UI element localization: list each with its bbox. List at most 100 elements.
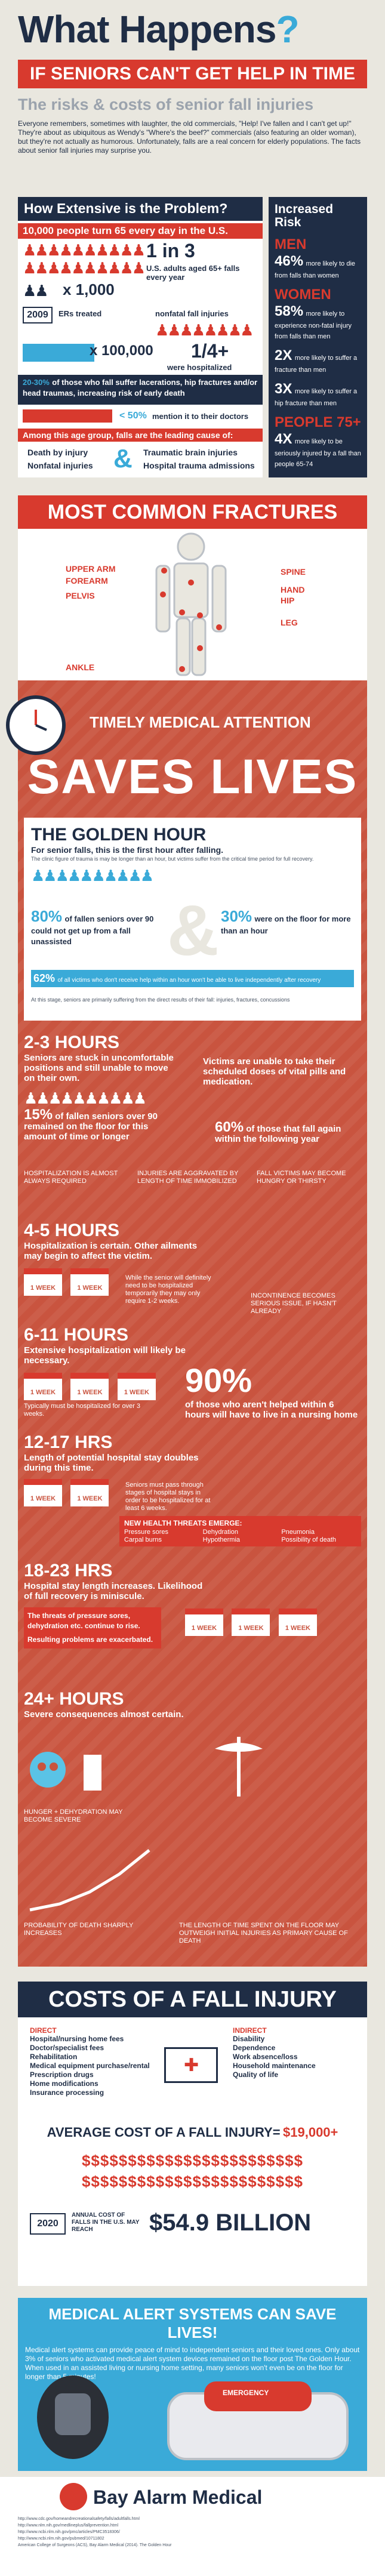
risk-panel: Increased Risk MEN 46% more likely to di… — [269, 197, 367, 477]
skull-icon — [30, 1752, 101, 1791]
clock-icon — [6, 695, 66, 755]
threat-item: Pneumonia — [281, 1529, 315, 1536]
nonfatal-label: nonfatal fall injuries — [155, 309, 229, 318]
week-card: 1 WEEK — [24, 1268, 62, 1296]
direct-item: Insurance processing — [30, 2088, 104, 2097]
stat-value: 90% — [185, 1361, 252, 1399]
caption-1: HOSPITALIZATION IS ALMOST ALWAYS REQUIRE… — [24, 1170, 118, 1185]
week-card: 1 WEEK — [24, 1373, 62, 1400]
skeleton-figure-icon — [155, 532, 227, 676]
hours-2-3: 2-3 HOURS Seniors are stuck in uncomfort… — [24, 1033, 361, 1212]
threats-box: NEW HEALTH THREATS EMERGE: Pressure sore… — [119, 1516, 361, 1546]
hours-text: Hospitalization is certain. Other ailmen… — [24, 1241, 198, 1261]
label-leg: LEG — [281, 618, 298, 627]
risk-label: WOMEN — [275, 286, 331, 303]
cause-4: Hospital trauma admissions — [143, 461, 255, 470]
daily-stat: 10,000 people turn 65 every day in the U… — [18, 223, 263, 239]
hours-text: Severe consequences almost certain. — [24, 1709, 184, 1720]
label-ankle: ANKLE — [66, 663, 95, 672]
hours-note: While the senior will definitely need to… — [125, 1274, 211, 1305]
hours-text: Extensive hospitalization will likely be… — [24, 1345, 186, 1366]
indirect-item: Dependence — [233, 2044, 276, 2052]
risk-text: more likely to suffer a fracture than me… — [275, 355, 358, 374]
direct-item: Doctor/specialist fees — [30, 2044, 104, 2052]
avg-value: $19,000+ — [283, 2125, 338, 2140]
people-row-icon: ♟♟♟♟♟♟♟♟♟♟ — [31, 867, 154, 885]
extent-panel: How Extensive is the Problem? 10,000 peo… — [18, 197, 263, 477]
week-cards: 1 WEEK 1 WEEK 1 WEEK — [24, 1373, 361, 1400]
alert-devices-icon — [37, 2375, 349, 2460]
header: What Happens? IF SENIORS CAN'T GET HELP … — [0, 0, 385, 174]
alert-heading: MEDICAL ALERT SYSTEMS CAN SAVE LIVES! — [48, 2305, 337, 2341]
er-row: ♟♟ x 1,000 — [18, 281, 263, 304]
note-1: The threats of pressure sores, dehydrati… — [27, 1611, 140, 1630]
risk-men: MEN 46% more likely to die from falls th… — [275, 236, 361, 281]
threat-item: Carpal burns — [124, 1536, 162, 1543]
title-text: What Happens — [18, 8, 276, 51]
direct-item: Hospital/nursing home fees — [30, 2035, 124, 2043]
stat-text: of those that fall again within the foll… — [215, 1124, 341, 1144]
people-row-icon: ♟♟♟♟♟♟♟♟♟♟ — [24, 1089, 147, 1107]
source-link[interactable]: American College of Surgeons (ACS), Bay … — [18, 2543, 172, 2547]
ambulance-icon: ✚ — [164, 2047, 218, 2083]
subtitle: IF SENIORS CAN'T GET HELP IN TIME — [18, 60, 367, 88]
er-label: ERs treated — [58, 309, 102, 318]
dollar-row: $$$$$$$$$$$$$$$$$$$$$$$$ — [81, 2173, 304, 2190]
golden-stat-1: 80% of fallen seniors over 90 could not … — [31, 907, 168, 947]
stat-value: 30% — [221, 907, 252, 925]
hours-side-text: Victims are unable to take their schedul… — [203, 1056, 346, 1087]
cause-1: Death by injury — [27, 448, 88, 457]
caption-hunger: HUNGER + DEHYDRATION MAY BECOME SEVERE — [24, 1808, 123, 1823]
cause-2: Nonfatal injuries — [27, 461, 93, 470]
stat-value: 15% — [24, 1107, 53, 1123]
indirect-column: INDIRECT Disability Dependence Work abse… — [233, 2026, 352, 2079]
threat-item: Hypothermia — [202, 1536, 241, 1543]
people-grid-icon: ♟♟♟♟♟♟♟♟♟♟ ♟♟♟♟♟♟♟♟♟♟ — [23, 241, 146, 277]
less-half: < 50% — [119, 411, 147, 421]
label-hip: HIP — [281, 596, 295, 605]
risk-text: more likely to experience non-fatal inju… — [275, 310, 352, 340]
hours-title: 18-23 HRS — [24, 1561, 113, 1580]
stat-value: 80% — [31, 907, 63, 925]
red-bar — [23, 409, 112, 423]
saves-lives: SAVES LIVES — [27, 750, 358, 804]
week-card: 1 WEEK — [117, 1373, 156, 1400]
week-card: 1 WEEK — [70, 1268, 109, 1296]
risk-pct: 46% — [275, 253, 304, 269]
question-mark: ? — [276, 8, 299, 51]
one-in-three: 1 in 3 — [146, 240, 195, 261]
stat-text: were on the floor for more than an hour — [221, 914, 351, 935]
week-card: 1 WEEK — [70, 1373, 109, 1400]
source-link[interactable]: http://www.ncbi.nlm.nih.gov/pmc/articles… — [18, 2530, 120, 2534]
alert-text: Medical alert systems can provide peace … — [25, 2346, 360, 2381]
one-in-three-text: U.S. adults aged 65+ falls every year — [146, 264, 240, 282]
caption-floor: THE LENGTH OF TIME SPENT ON THE FLOOR MA… — [179, 1922, 348, 1945]
hours-text: Hospital stay length increases. Likeliho… — [24, 1581, 203, 1601]
source-link[interactable]: http://www.nlm.nih.gov/medlineplus/fallp… — [18, 2523, 119, 2528]
hours-text: Seniors are stuck in uncomfortable posit… — [24, 1053, 174, 1083]
week-cards: 1 WEEK 1 WEEK — [24, 1479, 361, 1506]
golden-sub: For senior falls, this is the first hour… — [31, 845, 224, 855]
golden-note: The clinic figure of trauma is may be lo… — [31, 856, 314, 862]
risk-text: more likely to die from falls than women — [275, 260, 356, 279]
indirect-item: Household maintenance — [233, 2062, 316, 2070]
direct-item: Prescription drugs — [30, 2070, 94, 2079]
source-link[interactable]: http://www.cdc.gov/homeandrecreationalsa… — [18, 2517, 140, 2521]
source-link[interactable]: http://www.ncbi.nlm.nih.gov/pubmed/10711… — [18, 2537, 104, 2541]
risk-pct: 2X — [275, 347, 292, 363]
threat-item: Possibility of death — [281, 1536, 337, 1543]
tagline: The risks & costs of senior fall injurie… — [18, 95, 314, 113]
risk-pct: 4X — [275, 431, 292, 447]
week-card: 1 WEEK — [70, 1479, 109, 1506]
threat-notes: The threats of pressure sores, dehydrati… — [24, 1607, 161, 1648]
week-cards: 1 WEEK 1 WEEK — [24, 1268, 361, 1296]
hours-text: Length of potential hospital stay double… — [24, 1453, 199, 1473]
quarter-stat: 1/4+ — [191, 340, 229, 362]
week-card: 1 WEEK — [24, 1479, 62, 1506]
leading-cause: Among this age group, falls are the lead… — [18, 429, 263, 442]
label-hand: HAND — [281, 585, 305, 594]
caption-3: FALL VICTIMS MAY BECOME HUNGRY OR THIRST… — [257, 1170, 346, 1185]
hours-title: 6-11 HOURS — [24, 1325, 129, 1345]
label-pelvis: PELVIS — [66, 591, 95, 600]
